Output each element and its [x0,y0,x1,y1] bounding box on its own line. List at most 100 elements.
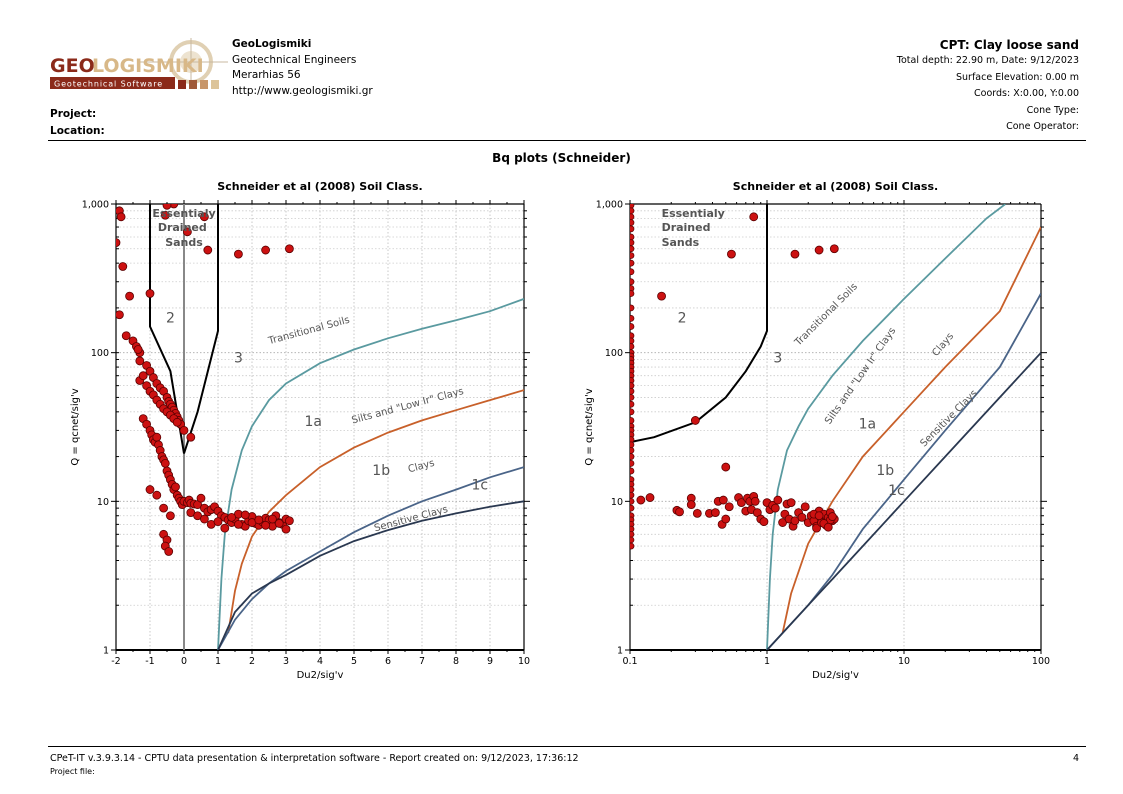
logo-geo: GEO [50,55,95,77]
data-point [630,387,635,395]
data-point [690,416,700,425]
data-point [267,514,277,524]
data-point [186,432,196,442]
data-point [199,212,209,222]
y-axis-label: Q = qcnet/sig'v [70,388,81,465]
data-point [116,238,121,247]
data-point [171,482,180,492]
data-point [823,522,833,532]
x-tick-label: 3 [283,656,289,667]
data-point [182,227,192,237]
data-point [630,337,635,345]
cpt-title: CPT: Clay loose sand [939,38,1079,52]
x-tick-label: 0 [181,656,187,667]
data-point [630,207,635,215]
x-tick-label: 10 [518,656,530,667]
footer-software: CPeT-IT v.3.9.3.14 - CPTU data presentat… [50,753,579,764]
y-tick-label: 10 [611,497,623,508]
y-tick-label: 1,000 [82,200,109,211]
data-point [160,210,170,220]
data-point [630,486,635,493]
x-tick-label: 7 [419,656,425,667]
data-point [630,323,635,330]
data-point [196,493,206,503]
x-tick-label: 100 [1032,656,1050,667]
data-point [227,512,237,522]
series-line-sensitive-clays [766,352,1041,650]
data-point [281,524,291,534]
data-point [790,516,800,526]
zone-label: Sands [662,236,700,249]
data-point [790,249,800,259]
zone-label: 1a [859,416,877,432]
x-axis-label: Du2/sig'v [812,670,859,681]
data-point [254,515,264,525]
data-point [630,408,635,416]
x-tick-label: 2 [249,656,255,667]
x-tick-label: -1 [145,656,154,667]
series-line-silts-and-low-ir-clays [781,226,1041,634]
company-name: GeoLogismiki [232,38,312,50]
data-point [721,462,731,472]
cone-type: Cone Type: [1026,104,1079,116]
curve-label: Sensitive Clays [373,504,449,534]
footer-divider [48,746,1086,747]
data-point [657,291,666,301]
data-point [630,467,635,475]
data-point [630,460,635,467]
chart-log: Schneider et al (2008) Soil Class.110100… [584,180,1050,681]
data-point [645,493,655,502]
page-title: Bq plots (Schneider) [492,151,631,165]
data-point [750,496,760,506]
series-line-zone-2-boundary [149,204,219,454]
y-tick-label: 1 [617,646,623,657]
series-line-clays [217,466,524,650]
data-point [630,382,635,389]
data-point [630,219,635,226]
curve-label: Clays [407,458,436,476]
data-point [749,212,759,222]
data-point [220,523,230,533]
data-point [145,485,155,494]
y-tick-label: 10 [97,497,109,508]
company-line2: Geotechnical Engineers [232,53,357,66]
footer-project-file: Project file: [50,767,95,776]
data-point [172,417,182,427]
coords: Coords: X:0.00, Y:0.00 [974,88,1079,99]
company-info: GeoLogismiki Geotechnical Engineers Mera… [232,37,373,99]
curve-label: Transitional Soils [266,315,351,348]
data-point [727,249,736,259]
data-point [121,331,131,341]
series-line-silts-and-low-ir-clays [227,389,524,634]
data-point [718,495,728,505]
series-line-sensitive-clays [217,500,524,650]
series-line-transitional-soils [217,298,524,650]
data-point [284,244,294,254]
zone-label: Sands [165,236,203,249]
data-point [630,259,635,267]
logo-subtitle: Geotechnical Software [54,80,163,89]
curve-label: Transitional Soils [792,281,860,349]
company-logo: GEO LOGISMIKI Geotechnical Software [48,38,228,94]
y-tick-label: 100 [605,348,623,359]
data-point [630,213,635,221]
data-point [721,514,731,524]
company-url[interactable]: http://www.geologismiki.gr [232,84,373,97]
zone-label: 2 [678,310,687,326]
data-point [770,503,780,513]
x-tick-label: 5 [351,656,357,667]
data-point [630,542,635,550]
zone-label: 3 [773,350,782,366]
x-tick-label: 1 [764,656,770,667]
zone-label: 1c [471,478,488,494]
data-point [829,244,839,254]
cpt-info: CPT: Clay loose sand Total depth: 22.90 … [897,37,1079,136]
data-point [710,508,720,517]
data-point [812,523,821,533]
data-point [240,510,250,520]
chart-title: Schneider et al (2008) Soil Class. [217,180,422,193]
data-point [724,502,734,512]
data-point [827,512,837,521]
data-point [630,453,635,460]
x-tick-label: -2 [111,656,120,667]
